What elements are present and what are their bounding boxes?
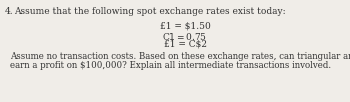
Text: Assume that the following spot exchange rates exist today:: Assume that the following spot exchange … (14, 7, 286, 16)
Text: C$1 = $0.75: C$1 = $0.75 (162, 31, 208, 42)
Text: £1 = $1.50: £1 = $1.50 (160, 22, 210, 31)
Text: 4.: 4. (5, 7, 14, 16)
Text: Assume no transaction costs. Based on these exchange rates, can triangular arbit: Assume no transaction costs. Based on th… (10, 52, 350, 61)
Text: earn a profit on $100,000? Explain all intermediate transactions involved.: earn a profit on $100,000? Explain all i… (10, 61, 331, 70)
Text: £1 = C$2: £1 = C$2 (163, 40, 206, 49)
